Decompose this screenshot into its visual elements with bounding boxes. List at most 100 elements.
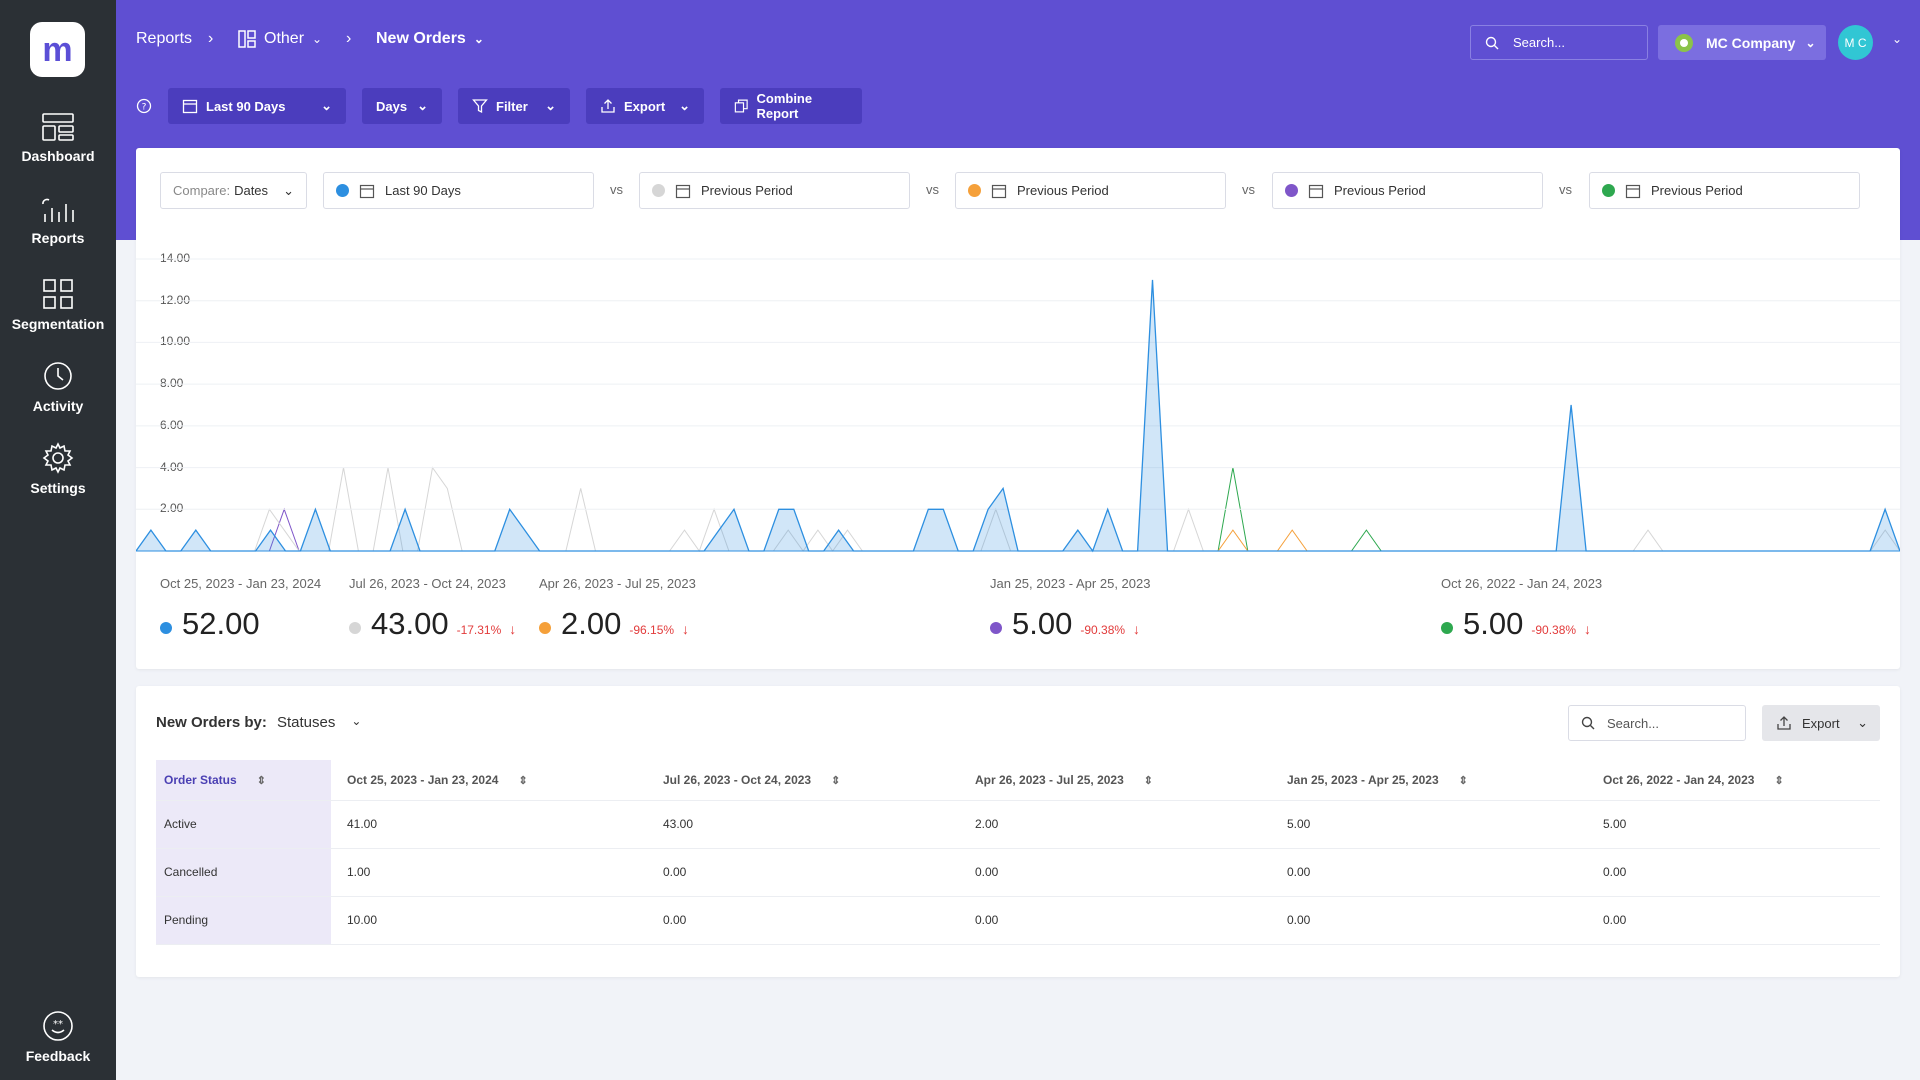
compare-period-2[interactable]: Previous Period bbox=[639, 172, 910, 209]
compare-period-label: Previous Period bbox=[1017, 183, 1109, 198]
summary-value-2: 43.00 -17.31% ↓ bbox=[349, 606, 516, 642]
breadcrumb-other[interactable]: Other ⌄ bbox=[238, 30, 322, 48]
app-logo[interactable]: m bbox=[30, 22, 85, 77]
summary-range: Apr 26, 2023 - Jul 25, 2023 bbox=[539, 576, 696, 591]
sidebar-label-dashboard: Dashboard bbox=[21, 148, 95, 164]
chevron-down-icon: ⌄ bbox=[321, 98, 332, 113]
vs-label: vs bbox=[926, 182, 939, 197]
table-search-input[interactable]: Search... bbox=[1568, 705, 1746, 741]
y-tick-label: 14.00 bbox=[160, 251, 191, 265]
filter-icon bbox=[472, 99, 488, 114]
sort-icon[interactable]: ⇕ bbox=[831, 774, 841, 787]
search-icon bbox=[1581, 716, 1595, 730]
summary-total: 5.00 bbox=[1463, 606, 1524, 641]
sidebar-item-settings[interactable]: Settings bbox=[0, 442, 116, 496]
granularity-dropdown[interactable]: Days ⌄ bbox=[362, 88, 442, 124]
calendar-icon bbox=[1308, 184, 1324, 198]
company-name: MC Company bbox=[1706, 34, 1796, 51]
table-cell: 41.00 bbox=[331, 800, 647, 849]
sidebar-item-reports[interactable]: Reports bbox=[0, 196, 116, 246]
chevron-down-icon: ⌄ bbox=[1805, 35, 1816, 50]
export-button[interactable]: Export ⌄ bbox=[586, 88, 704, 124]
feedback-button[interactable]: ** Feedback bbox=[0, 1010, 116, 1064]
avatar[interactable]: M C bbox=[1838, 25, 1873, 60]
filter-button[interactable]: Filter ⌄ bbox=[458, 88, 570, 124]
sidebar-label-activity: Activity bbox=[32, 398, 84, 414]
sidebar: m Dashboard Reports Segmentation Activit… bbox=[0, 0, 116, 1080]
sort-icon[interactable]: ⇕ bbox=[1143, 774, 1153, 787]
table-search-placeholder: Search... bbox=[1607, 715, 1660, 731]
combine-report-button[interactable]: Combine Report bbox=[720, 88, 862, 124]
y-tick-label: 12.00 bbox=[160, 292, 191, 307]
table-cell: 0.00 bbox=[1271, 848, 1587, 897]
summary-change: -90.38% bbox=[1080, 623, 1126, 637]
y-tick-label: 6.00 bbox=[160, 417, 184, 432]
table-row: Pending 10.00 0.00 0.00 0.00 0.00 bbox=[156, 896, 1880, 945]
svg-text:**: ** bbox=[53, 1019, 63, 1030]
chart-card bbox=[136, 148, 1900, 669]
table-cell: 0.00 bbox=[959, 896, 1271, 945]
sidebar-label-settings: Settings bbox=[30, 480, 86, 496]
header-search-placeholder: Search... bbox=[1513, 35, 1566, 50]
sidebar-item-segmentation[interactable]: Segmentation bbox=[0, 278, 116, 332]
table-cell: 0.00 bbox=[1587, 896, 1880, 945]
series-color-dot bbox=[1285, 184, 1298, 197]
vs-label: vs bbox=[610, 182, 623, 197]
activity-icon bbox=[44, 362, 72, 390]
column-header-label: Oct 26, 2022 - Jan 24, 2023 bbox=[1603, 772, 1755, 787]
table-cell: Cancelled bbox=[156, 848, 331, 897]
feedback-icon: ** bbox=[43, 1011, 73, 1041]
help-icon[interactable]: ? bbox=[136, 98, 152, 119]
line-chart bbox=[136, 258, 1900, 553]
column-header[interactable]: Jul 26, 2023 - Oct 24, 2023 ⇕ bbox=[647, 760, 959, 801]
account-menu-chevron-icon[interactable]: ⌄ bbox=[1892, 32, 1903, 46]
summary-value-1: 52.00 bbox=[160, 606, 260, 642]
series-area bbox=[136, 279, 1900, 551]
sort-icon[interactable]: ⇕ bbox=[1458, 774, 1468, 787]
column-header[interactable]: Oct 26, 2022 - Jan 24, 2023 ⇕ bbox=[1587, 760, 1880, 801]
series-color-dot bbox=[160, 622, 172, 634]
y-tick-label: 10.00 bbox=[160, 334, 191, 349]
summary-total: 43.00 bbox=[371, 606, 449, 641]
company-selector[interactable]: MC Company ⌄ bbox=[1658, 25, 1826, 60]
vs-label: vs bbox=[1242, 182, 1255, 197]
calendar-icon bbox=[675, 184, 691, 198]
summary-range: Oct 26, 2022 - Jan 24, 2023 bbox=[1441, 576, 1603, 591]
breadcrumb-new-orders[interactable]: New Orders ⌄ bbox=[376, 30, 484, 47]
column-header[interactable]: Apr 26, 2023 - Jul 25, 2023 ⇕ bbox=[959, 760, 1271, 801]
summary-value-4: 5.00 -90.38% ↓ bbox=[990, 606, 1140, 642]
sort-icon[interactable]: ⇕ bbox=[1774, 774, 1784, 787]
compare-period-1[interactable]: Last 90 Days bbox=[323, 172, 594, 209]
compare-mode-dropdown[interactable]: Compare: Dates ⌄ bbox=[160, 172, 307, 209]
calendar-icon bbox=[991, 184, 1007, 198]
breadcrumb-reports[interactable]: Reports bbox=[136, 30, 193, 47]
compare-period-4[interactable]: Previous Period bbox=[1272, 172, 1543, 209]
company-logo-icon bbox=[1675, 33, 1693, 52]
compare-period-3[interactable]: Previous Period bbox=[955, 172, 1226, 209]
sort-icon[interactable]: ⇕ bbox=[518, 774, 528, 787]
calendar-icon bbox=[359, 184, 375, 198]
table-row: Cancelled 1.00 0.00 0.00 0.00 0.00 bbox=[156, 848, 1880, 897]
group-by-dropdown[interactable]: Statuses ⌄ bbox=[277, 714, 361, 731]
sort-icon[interactable]: ⇕ bbox=[256, 774, 266, 787]
sidebar-item-activity[interactable]: Activity bbox=[0, 360, 116, 414]
series-color-dot bbox=[336, 184, 349, 197]
header-search-input[interactable]: Search... bbox=[1470, 25, 1648, 60]
compare-period-label: Previous Period bbox=[1651, 183, 1743, 198]
compare-label: Compare: bbox=[173, 183, 231, 198]
table-cell: 43.00 bbox=[647, 800, 959, 849]
column-header[interactable]: Jan 25, 2023 - Apr 25, 2023 ⇕ bbox=[1271, 760, 1587, 801]
column-header[interactable]: Oct 25, 2023 - Jan 23, 2024 ⇕ bbox=[331, 760, 647, 801]
summary-value-5: 5.00 -90.38% ↓ bbox=[1441, 606, 1591, 642]
column-header-label: Jan 25, 2023 - Apr 25, 2023 bbox=[1287, 772, 1439, 787]
table-cell: 5.00 bbox=[1271, 800, 1587, 849]
chevron-down-icon: ⌄ bbox=[473, 32, 484, 46]
logo-letter: m bbox=[42, 30, 73, 69]
sidebar-item-dashboard[interactable]: Dashboard bbox=[0, 112, 116, 164]
compare-period-5[interactable]: Previous Period bbox=[1589, 172, 1860, 209]
summary-change: -96.15% bbox=[629, 623, 675, 637]
date-range-dropdown[interactable]: Last 90 Days ⌄ bbox=[168, 88, 346, 124]
series-color-dot bbox=[1602, 184, 1615, 197]
column-header[interactable]: Order Status ⇕ bbox=[156, 760, 331, 801]
table-export-button[interactable]: Export ⌄ bbox=[1762, 705, 1880, 741]
